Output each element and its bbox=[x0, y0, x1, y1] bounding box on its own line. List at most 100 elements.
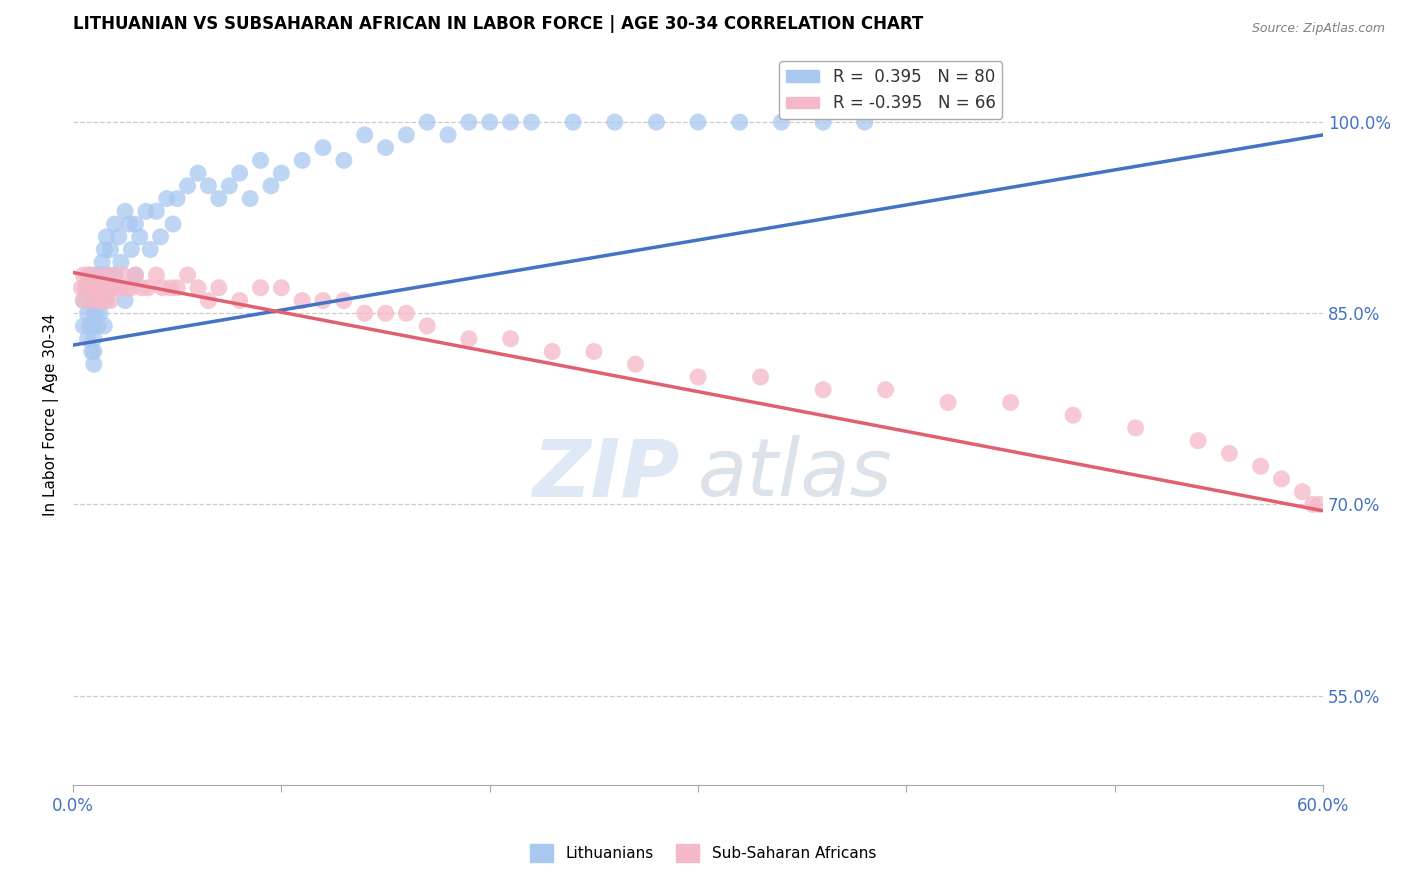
Point bbox=[260, 178, 283, 193]
Point bbox=[176, 268, 198, 282]
Point bbox=[93, 293, 115, 308]
Point bbox=[187, 281, 209, 295]
Point bbox=[197, 178, 219, 193]
Point bbox=[83, 318, 105, 333]
Point bbox=[139, 243, 162, 257]
Point bbox=[520, 115, 543, 129]
Point bbox=[686, 115, 709, 129]
Point bbox=[135, 204, 157, 219]
Point bbox=[811, 383, 834, 397]
Point bbox=[83, 357, 105, 371]
Point bbox=[1302, 497, 1324, 511]
Point bbox=[197, 293, 219, 308]
Point bbox=[91, 255, 114, 269]
Point bbox=[353, 128, 375, 142]
Point bbox=[312, 293, 335, 308]
Point bbox=[83, 268, 105, 282]
Point bbox=[72, 268, 94, 282]
Point bbox=[249, 153, 271, 168]
Point bbox=[87, 293, 110, 308]
Point bbox=[75, 281, 97, 295]
Point bbox=[176, 178, 198, 193]
Point bbox=[79, 268, 101, 282]
Point bbox=[76, 332, 98, 346]
Point bbox=[96, 229, 118, 244]
Point bbox=[104, 217, 127, 231]
Point bbox=[645, 115, 668, 129]
Point bbox=[218, 178, 240, 193]
Point bbox=[499, 332, 522, 346]
Point bbox=[108, 229, 131, 244]
Point bbox=[145, 268, 167, 282]
Point bbox=[89, 268, 111, 282]
Point bbox=[83, 306, 105, 320]
Point bbox=[80, 293, 103, 308]
Point bbox=[1062, 408, 1084, 422]
Point bbox=[249, 281, 271, 295]
Point bbox=[624, 357, 647, 371]
Point bbox=[1270, 472, 1292, 486]
Point bbox=[1250, 459, 1272, 474]
Point bbox=[124, 268, 146, 282]
Point bbox=[87, 268, 110, 282]
Point bbox=[100, 243, 122, 257]
Point bbox=[76, 306, 98, 320]
Point bbox=[770, 115, 793, 129]
Point bbox=[603, 115, 626, 129]
Text: LITHUANIAN VS SUBSAHARAN AFRICAN IN LABOR FORCE | AGE 30-34 CORRELATION CHART: LITHUANIAN VS SUBSAHARAN AFRICAN IN LABO… bbox=[73, 15, 924, 33]
Point bbox=[131, 281, 153, 295]
Point bbox=[87, 281, 110, 295]
Point bbox=[114, 293, 136, 308]
Point bbox=[97, 281, 120, 295]
Point bbox=[1125, 421, 1147, 435]
Point bbox=[87, 318, 110, 333]
Point bbox=[83, 281, 105, 295]
Point bbox=[208, 192, 231, 206]
Point bbox=[120, 281, 142, 295]
Point bbox=[93, 281, 115, 295]
Point bbox=[1187, 434, 1209, 448]
Point bbox=[333, 293, 356, 308]
Point bbox=[395, 128, 418, 142]
Point bbox=[936, 395, 959, 409]
Point bbox=[152, 281, 174, 295]
Point bbox=[120, 243, 142, 257]
Point bbox=[160, 281, 183, 295]
Point bbox=[104, 268, 127, 282]
Point bbox=[416, 115, 439, 129]
Point bbox=[79, 281, 101, 295]
Point bbox=[291, 293, 314, 308]
Point bbox=[166, 192, 188, 206]
Point bbox=[457, 115, 479, 129]
Point bbox=[83, 293, 105, 308]
Point bbox=[208, 281, 231, 295]
Point bbox=[97, 268, 120, 282]
Point bbox=[75, 281, 97, 295]
Text: atlas: atlas bbox=[697, 435, 893, 513]
Point bbox=[80, 293, 103, 308]
Point bbox=[582, 344, 605, 359]
Point bbox=[83, 281, 105, 295]
Point bbox=[83, 344, 105, 359]
Point bbox=[239, 192, 262, 206]
Point bbox=[811, 115, 834, 129]
Point bbox=[96, 293, 118, 308]
Point bbox=[437, 128, 460, 142]
Point bbox=[72, 318, 94, 333]
Point bbox=[79, 318, 101, 333]
Point bbox=[104, 268, 127, 282]
Text: Source: ZipAtlas.com: Source: ZipAtlas.com bbox=[1251, 22, 1385, 36]
Y-axis label: In Labor Force | Age 30-34: In Labor Force | Age 30-34 bbox=[44, 314, 59, 516]
Point bbox=[83, 332, 105, 346]
Point bbox=[187, 166, 209, 180]
Point bbox=[728, 115, 751, 129]
Point bbox=[101, 281, 124, 295]
Point bbox=[749, 370, 772, 384]
Point bbox=[149, 229, 172, 244]
Legend: Lithuanians, Sub-Saharan Africans: Lithuanians, Sub-Saharan Africans bbox=[524, 838, 882, 868]
Point bbox=[853, 115, 876, 129]
Point bbox=[541, 344, 564, 359]
Point bbox=[72, 293, 94, 308]
Point bbox=[91, 293, 114, 308]
Point bbox=[353, 306, 375, 320]
